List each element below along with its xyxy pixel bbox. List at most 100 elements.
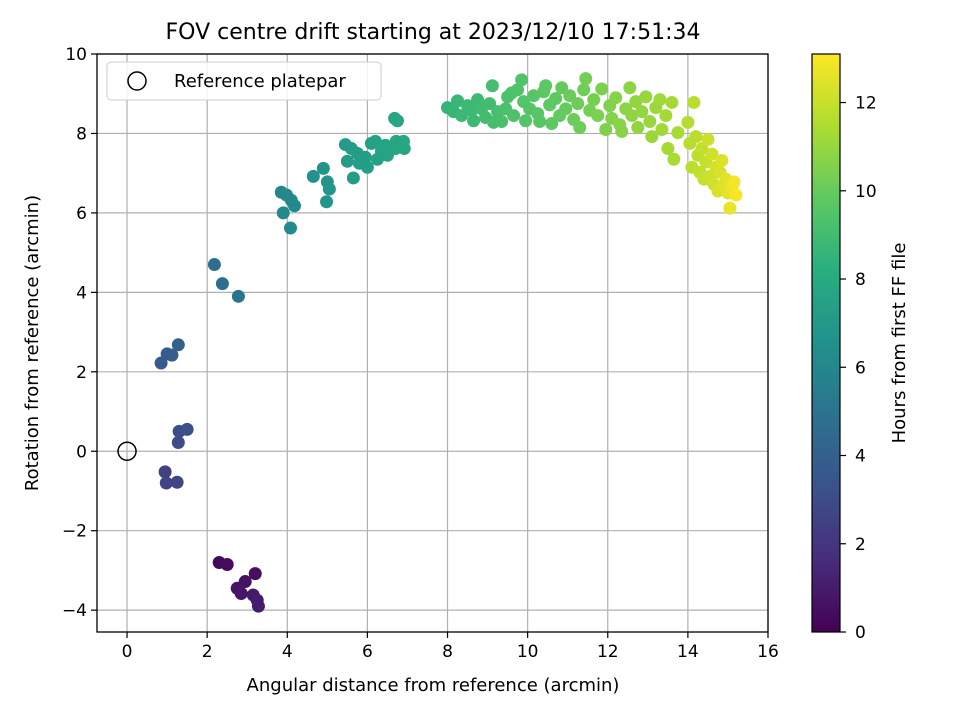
data-point (515, 73, 529, 87)
colorbar-tick-label: 10 (855, 182, 877, 202)
data-point (346, 171, 360, 185)
y-axis: −4 −2 0 2 4 6 8 10 (62, 45, 97, 621)
colorbar-ticks: 0 2 4 6 8 10 12 (840, 94, 877, 643)
data-point (483, 97, 497, 111)
colorbar-tick-label: 4 (855, 447, 866, 467)
data-point (519, 114, 533, 128)
data-point (563, 89, 577, 103)
y-tick-label: 10 (65, 45, 87, 65)
x-tick-label: 2 (202, 642, 213, 662)
data-point (220, 557, 234, 571)
data-point (451, 94, 465, 108)
data-point (729, 188, 743, 202)
data-point (316, 161, 330, 175)
data-point (687, 95, 701, 109)
data-point (723, 201, 737, 215)
data-point (495, 115, 509, 129)
data-point (689, 130, 703, 144)
scatter-points (154, 72, 743, 613)
data-point (231, 289, 245, 303)
colorbar (811, 53, 841, 633)
data-point (629, 95, 643, 109)
data-point (681, 115, 695, 129)
data-point (485, 79, 499, 93)
data-point (322, 182, 336, 196)
data-point (180, 422, 194, 436)
plot-frame (96, 53, 769, 633)
data-point (455, 109, 469, 123)
data-point (645, 130, 659, 144)
colorbar-tick-label: 0 (855, 623, 866, 643)
x-tick-label: 14 (677, 642, 699, 662)
y-tick-label: 0 (76, 442, 87, 462)
colorbar-tick-label: 8 (855, 270, 866, 290)
data-point (467, 114, 481, 128)
chart-title: FOV centre drift starting at 2023/12/10 … (166, 20, 701, 45)
data-point (701, 132, 715, 146)
data-point (635, 105, 649, 119)
data-point (465, 103, 479, 117)
data-point (539, 79, 553, 93)
y-tick-label: 2 (76, 363, 87, 383)
data-point (234, 586, 248, 600)
data-point (609, 91, 623, 105)
y-tick-label: −4 (62, 601, 87, 621)
data-point (368, 134, 382, 148)
legend-label: Reference platepar (174, 71, 346, 92)
data-point (545, 117, 559, 131)
x-tick-label: 8 (442, 642, 453, 662)
x-axis: 0 2 4 6 8 10 12 14 16 (122, 632, 779, 662)
y-axis-label: Rotation from reference (arcmin) (22, 195, 43, 491)
data-point (397, 142, 411, 156)
data-point (248, 567, 262, 581)
data-point (320, 195, 334, 209)
data-point (577, 83, 591, 97)
y-tick-label: 6 (76, 204, 87, 224)
x-tick-label: 10 (517, 642, 539, 662)
y-tick-label: 8 (76, 124, 87, 144)
data-point (631, 120, 645, 134)
data-point (159, 476, 173, 490)
data-point (165, 348, 179, 362)
data-point (158, 465, 172, 479)
reference-point-marker (117, 441, 137, 462)
data-point (360, 160, 374, 174)
data-point (587, 93, 601, 107)
data-point (659, 109, 673, 123)
data-point (591, 109, 605, 123)
data-point (358, 150, 372, 164)
legend-box (106, 61, 382, 101)
data-point (276, 206, 290, 220)
data-point (579, 72, 593, 86)
data-point (573, 120, 587, 134)
data-point (671, 126, 685, 140)
data-point (571, 97, 585, 111)
data-point (170, 475, 184, 489)
data-point (511, 83, 525, 97)
data-point (665, 95, 679, 109)
data-point (599, 122, 613, 136)
x-axis-label: Angular distance from reference (arcmin) (247, 675, 620, 696)
x-tick-label: 16 (757, 642, 779, 662)
data-point (653, 93, 667, 107)
data-point (340, 154, 354, 168)
data-point (623, 81, 637, 95)
data-point (727, 175, 741, 189)
data-point (154, 356, 168, 370)
x-tick-label: 6 (362, 642, 373, 662)
data-point (283, 221, 297, 235)
data-point (625, 109, 639, 123)
legend-marker-open-circle (127, 71, 147, 91)
data-point (370, 152, 384, 166)
data-point (207, 258, 221, 272)
data-point (306, 169, 320, 183)
data-point (533, 115, 547, 129)
data-point (549, 91, 563, 105)
y-tick-label: −2 (62, 522, 87, 542)
data-point (171, 338, 185, 352)
colorbar-label: Hours from first FF file (889, 243, 910, 444)
data-point (507, 109, 521, 123)
data-point (171, 436, 185, 450)
data-point (643, 115, 657, 129)
data-point (527, 89, 541, 103)
